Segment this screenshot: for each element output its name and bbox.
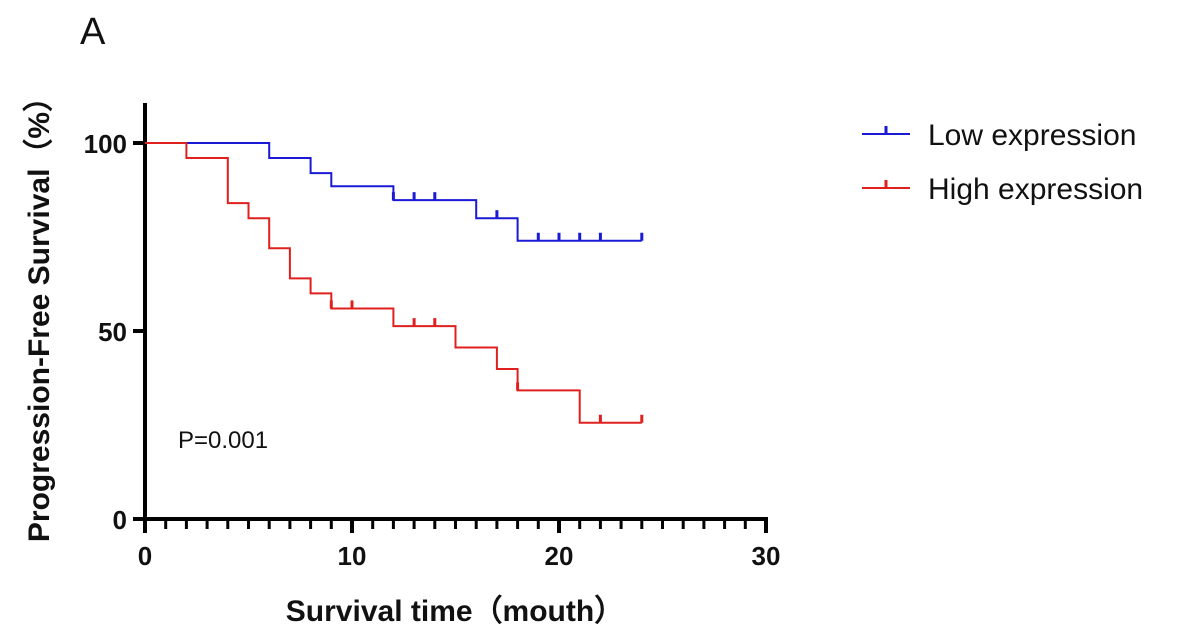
legend-entry: Low expression — [928, 119, 1136, 152]
axes: 0 50 100 0 10 20 30 — [84, 103, 781, 571]
x-tick-label: 30 — [752, 541, 781, 571]
y-tick-label: 100 — [84, 129, 127, 159]
panel-label: A — [80, 11, 106, 53]
y-axis-label: Progression-Free Survival（%） — [22, 82, 56, 542]
y-tick-label: 50 — [98, 317, 127, 347]
series-line-low — [145, 142, 642, 242]
x-tick-label: 10 — [338, 541, 367, 571]
legend: Low expression High expression — [862, 119, 1143, 206]
x-tick-label: 0 — [138, 541, 152, 571]
y-tick-label: 0 — [113, 505, 127, 535]
x-tick-label: 20 — [545, 541, 574, 571]
series-layer — [145, 142, 644, 424]
x-axis-label: Survival time（mouth） — [286, 594, 624, 628]
series-line-high — [145, 142, 642, 424]
p-value-annotation: P=0.001 — [178, 427, 268, 454]
legend-entry: High expression — [928, 173, 1143, 206]
